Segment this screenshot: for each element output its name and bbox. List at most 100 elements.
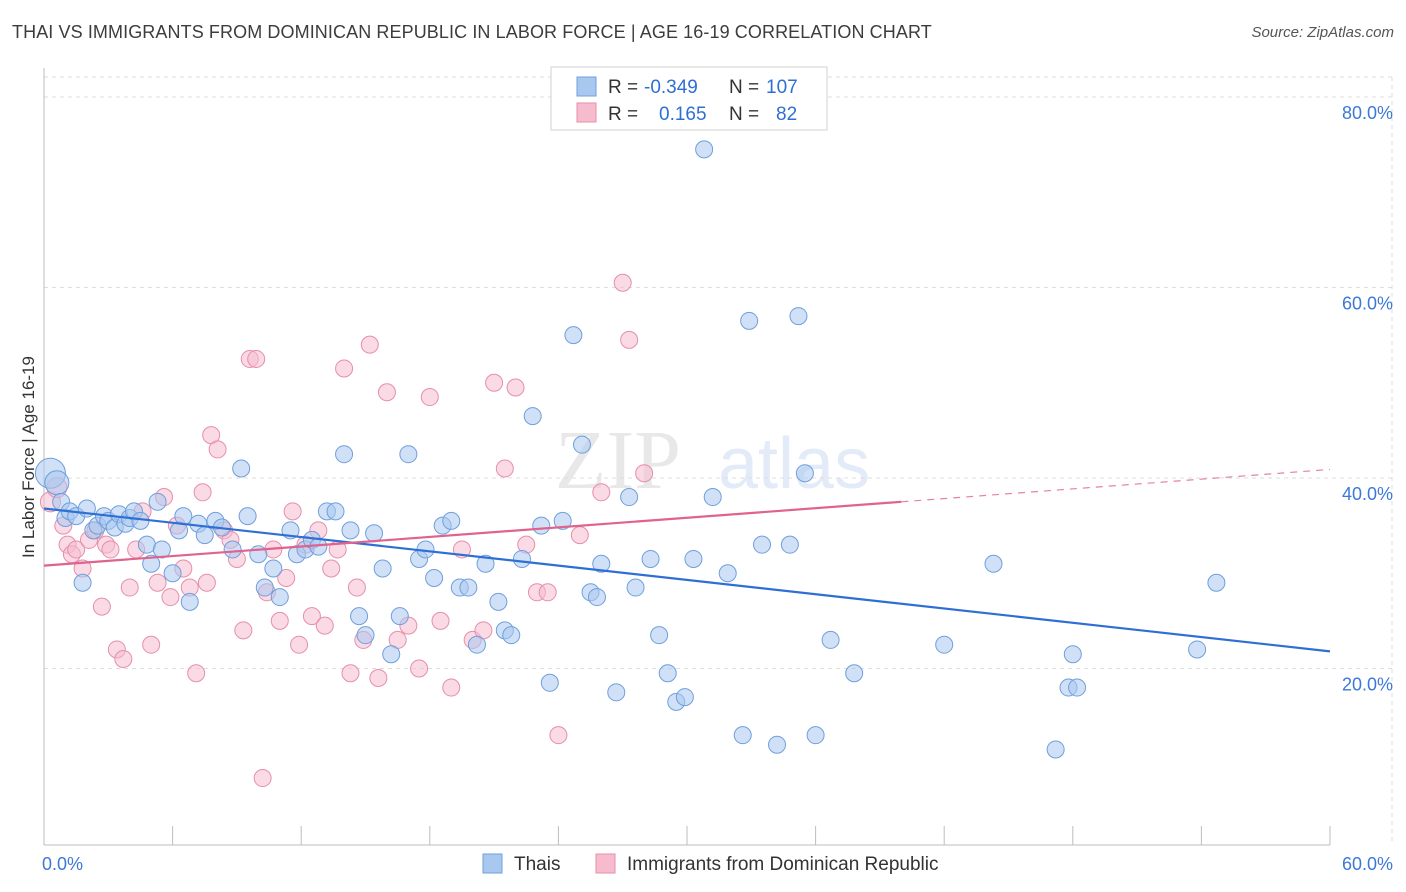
thais-point <box>984 554 1003 573</box>
watermark: ZIP atlas <box>555 414 870 507</box>
thais-point <box>650 626 669 645</box>
thais-point <box>137 535 156 554</box>
dominican-point <box>234 621 253 640</box>
thais-point <box>658 664 677 683</box>
bottom-legend-swatch-thais <box>482 853 503 874</box>
thais-point <box>174 507 193 526</box>
thais-point <box>768 735 787 754</box>
dominican-point <box>208 440 227 459</box>
thais-point <box>553 511 572 530</box>
thais-point <box>1207 573 1226 592</box>
dominican-point <box>377 383 396 402</box>
thais-point <box>341 521 360 540</box>
dominican-trend-extension <box>901 468 1331 503</box>
thais-point <box>238 507 257 526</box>
source-label: Source: ZipAtlas.com <box>1251 24 1394 41</box>
dominican-point <box>187 664 206 683</box>
legend-n-value-2: 82 <box>776 104 797 125</box>
dominican-point <box>613 273 632 292</box>
thais-point <box>587 588 606 607</box>
dominican-point <box>410 659 429 678</box>
thais-point <box>1063 645 1082 664</box>
x-axis-tick-labels: 0.0% 60.0% <box>42 854 1393 874</box>
dominican-point <box>485 373 504 392</box>
y-axis-tick-labels: 20.0% 40.0% 60.0% 80.0% <box>1342 103 1393 695</box>
thais-point <box>703 488 722 507</box>
thais-point <box>753 535 772 554</box>
thais-point <box>467 635 486 654</box>
dominican-point <box>635 464 654 483</box>
dominican-point <box>92 597 111 616</box>
legend-stats: R = -0.349 N = 107 R = 0.165 N = 82 <box>550 66 828 131</box>
thais-point <box>695 140 714 159</box>
y-tick-label-2: 60.0% <box>1342 294 1393 314</box>
thais-point <box>365 524 384 543</box>
thais-point <box>675 688 694 707</box>
series-thais-points <box>34 140 1226 759</box>
legend-r-value-2: 0.165 <box>659 104 707 125</box>
dominican-point <box>549 726 568 745</box>
thais-point <box>821 630 840 649</box>
x-axis-ticks <box>43 826 1331 845</box>
thais-point <box>502 626 521 645</box>
dominican-point <box>360 335 379 354</box>
thais-point <box>44 470 70 496</box>
dominican-point <box>148 573 167 592</box>
dominican-point <box>420 388 439 407</box>
legend-r-label-2: R = <box>608 104 638 125</box>
thais-point <box>592 554 611 573</box>
thais-point <box>718 564 737 583</box>
dominican-point <box>277 569 296 588</box>
dominican-point <box>283 502 302 521</box>
thais-point <box>806 726 825 745</box>
bottom-legend-swatch-dominican <box>595 853 616 874</box>
x-tick-label-0: 0.0% <box>42 854 83 874</box>
thais-point <box>540 673 559 692</box>
bottom-legend-label-thais: Thais <box>514 854 560 875</box>
dominican-point <box>347 578 366 597</box>
thais-point <box>620 488 639 507</box>
legend-swatch-dominican <box>576 102 597 123</box>
thais-point <box>350 607 369 626</box>
thais-point <box>1188 640 1207 659</box>
legend-r-label-1: R = <box>608 77 638 98</box>
dominican-point <box>247 349 266 368</box>
y-tick-label-3: 80.0% <box>1342 103 1393 123</box>
x-tick-label-1: 60.0% <box>1342 854 1393 874</box>
dominican-point <box>620 330 639 349</box>
thais-point <box>564 326 583 345</box>
watermark-atlas: atlas <box>718 424 870 504</box>
dominican-point <box>290 635 309 654</box>
dominican-point <box>495 459 514 478</box>
trend-lines <box>43 468 1331 653</box>
thais-point <box>626 578 645 597</box>
dominican-point <box>270 611 289 630</box>
thais-point <box>1046 740 1065 759</box>
thais-point <box>326 502 345 521</box>
thais-point <box>148 492 167 511</box>
legend-n-label-2: N = <box>729 104 759 125</box>
legend-swatch-thais <box>576 76 597 97</box>
thais-point <box>425 569 444 588</box>
bottom-legend-label-dominican: Immigrants from Dominican Republic <box>627 854 939 875</box>
dominican-point <box>253 769 272 788</box>
thais-point <box>356 626 375 645</box>
thais-point <box>390 607 409 626</box>
dominican-point <box>506 378 525 397</box>
legend-series: Thais Immigrants from Dominican Republic <box>482 853 939 875</box>
dominican-point <box>197 573 216 592</box>
dominican-trend-line <box>43 500 902 567</box>
legend-n-label-1: N = <box>729 77 759 98</box>
thais-point <box>373 559 392 578</box>
dominican-point <box>120 578 139 597</box>
dominican-point <box>570 526 589 545</box>
legend-n-value-1: 107 <box>766 77 798 98</box>
thais-point <box>382 645 401 664</box>
dominican-point <box>341 664 360 683</box>
dominican-point <box>369 669 388 688</box>
thais-point <box>740 311 759 330</box>
thais-point <box>180 592 199 611</box>
thais-point <box>270 588 289 607</box>
y-axis-title: In Labor Force | Age 16-19 <box>19 356 38 558</box>
